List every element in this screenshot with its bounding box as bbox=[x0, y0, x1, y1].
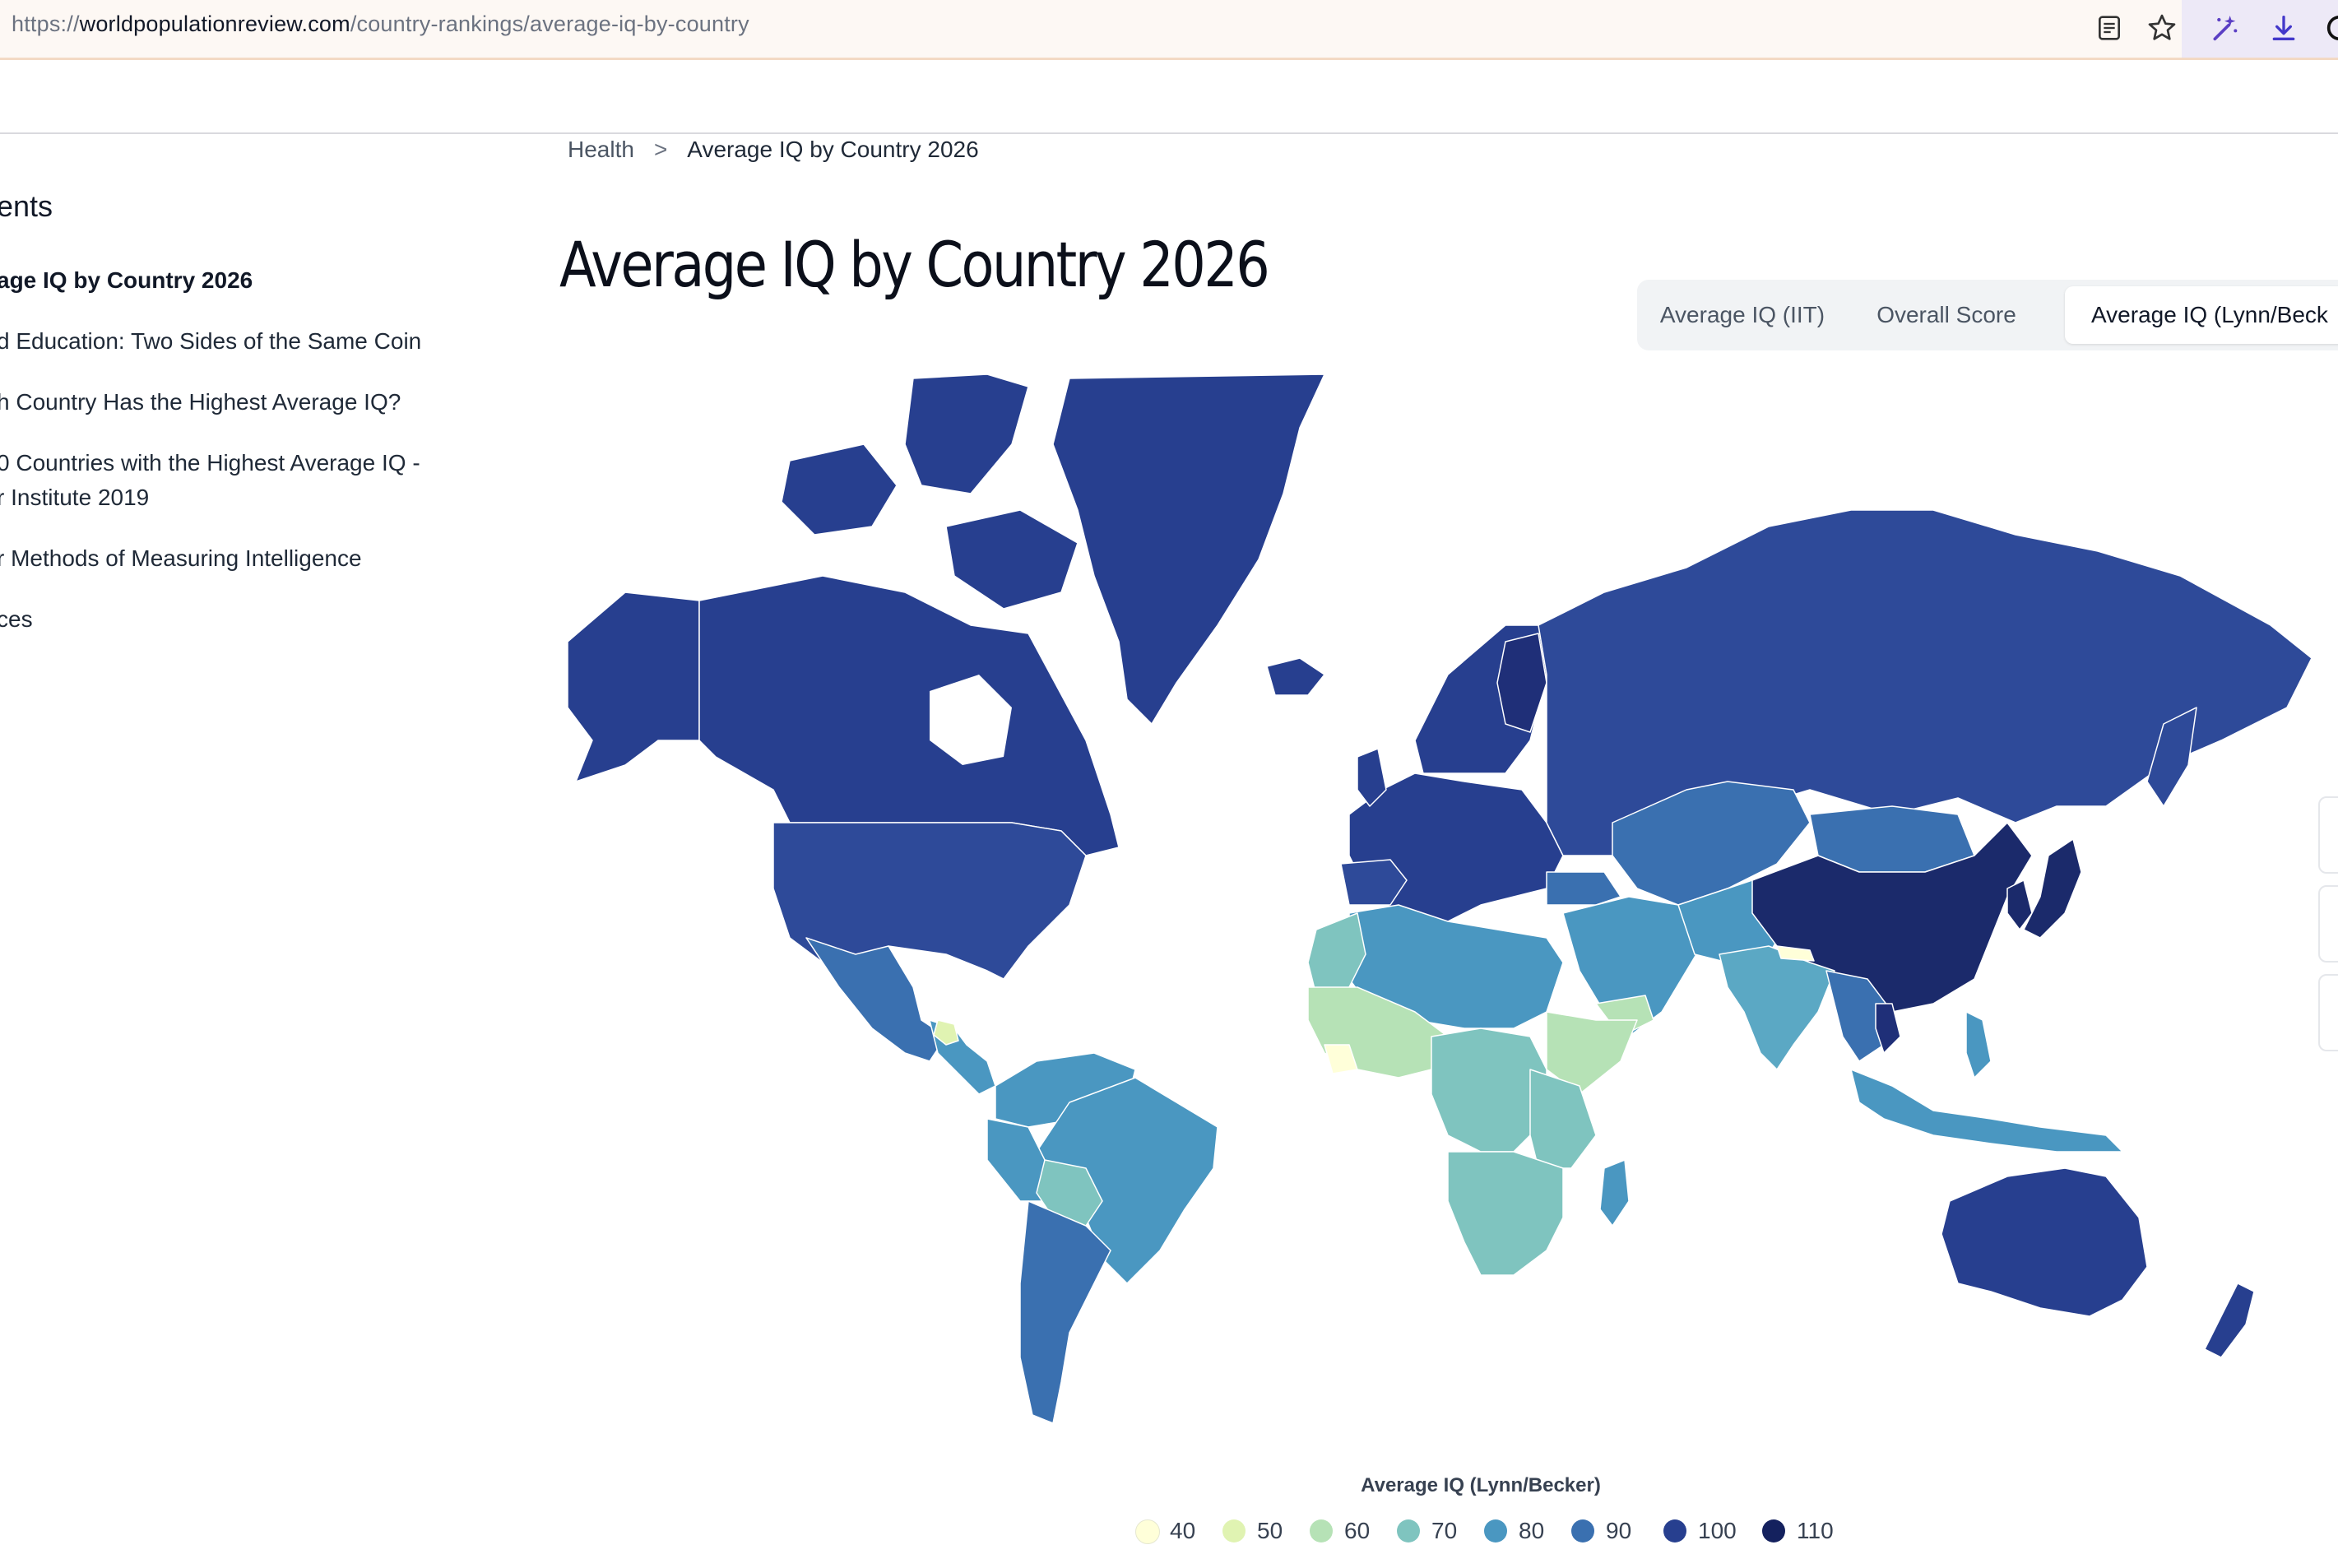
browser-url-bar: https://worldpopulationreview.com/countr… bbox=[0, 0, 2338, 60]
legend-title: Average IQ (Lynn/Becker) bbox=[1361, 1474, 1601, 1496]
region-alaska[interactable] bbox=[567, 591, 700, 782]
toc-item-top-countries-line2: r Institute 2019 bbox=[0, 485, 150, 510]
legend-label: 100 bbox=[1698, 1518, 1737, 1543]
legend-label: 60 bbox=[1344, 1518, 1371, 1543]
toc-item-top-countries[interactable]: 0 Countries with the Highest Average IQ … bbox=[0, 446, 420, 515]
extension-area bbox=[2182, 0, 2338, 58]
region-korea[interactable] bbox=[2006, 879, 2033, 930]
region-iberia[interactable] bbox=[1340, 859, 1408, 906]
download-icon[interactable] bbox=[2267, 12, 2300, 44]
map-reset-button[interactable] bbox=[2318, 974, 2338, 1051]
toc-item-average-iq[interactable]: age IQ by Country 2026 bbox=[0, 267, 253, 293]
choropleth-map[interactable] bbox=[559, 374, 2338, 1436]
legend-label: 110 bbox=[1797, 1518, 1834, 1543]
toc-item-methods[interactable]: r Methods of Measuring Intelligence bbox=[0, 545, 362, 571]
legend-label: 50 bbox=[1257, 1518, 1283, 1543]
metric-tab-bar: Average IQ (IIT) Overall Score Average I… bbox=[1637, 280, 2338, 350]
region-finland[interactable] bbox=[1496, 633, 1547, 733]
breadcrumb-separator: > bbox=[653, 137, 668, 162]
browser-toolbar-icons bbox=[2075, 0, 2338, 58]
region-peru[interactable] bbox=[986, 1118, 1046, 1202]
region-india[interactable] bbox=[1719, 945, 1835, 1070]
region-southeast-asia[interactable] bbox=[1825, 970, 1893, 1062]
legend-swatch bbox=[1222, 1519, 1246, 1542]
legend-swatch bbox=[1310, 1519, 1333, 1542]
map-zoom-in-button[interactable] bbox=[2318, 796, 2338, 874]
account-icon[interactable] bbox=[2323, 12, 2338, 44]
url-scheme: https:// bbox=[12, 12, 80, 36]
region-canadian-arctic-islands[interactable] bbox=[781, 374, 1079, 610]
region-southern-africa[interactable] bbox=[1447, 1151, 1564, 1276]
breadcrumb-current: Average IQ by Country 2026 bbox=[687, 137, 979, 162]
region-turkey[interactable] bbox=[1546, 871, 1621, 906]
legend-label: 40 bbox=[1170, 1518, 1196, 1543]
region-japan[interactable] bbox=[2023, 838, 2082, 939]
region-new-zealand[interactable] bbox=[2204, 1283, 2255, 1358]
site-header bbox=[0, 60, 2338, 134]
region-australia[interactable] bbox=[1941, 1167, 2148, 1317]
region-mexico[interactable] bbox=[805, 937, 947, 1062]
region-central-africa[interactable] bbox=[1431, 1028, 1547, 1153]
region-middle-east[interactable] bbox=[1562, 896, 1712, 1037]
map-zoom-out-button[interactable] bbox=[2318, 885, 2338, 963]
legend-swatch bbox=[1397, 1519, 1420, 1542]
region-indonesia[interactable] bbox=[1850, 1069, 2123, 1153]
address-bar[interactable]: https://worldpopulationreview.com/countr… bbox=[12, 12, 749, 37]
legend-label: 90 bbox=[1606, 1518, 1632, 1543]
region-kamchatka[interactable] bbox=[2146, 707, 2197, 807]
breadcrumb: Health > Average IQ by Country 2026 bbox=[568, 137, 979, 163]
region-sierra-leone[interactable] bbox=[1324, 1044, 1358, 1074]
legend-swatch bbox=[1663, 1519, 1686, 1542]
bookmark-star-icon[interactable] bbox=[2145, 12, 2178, 44]
tab-average-iq-lynn-becker[interactable]: Average IQ (Lynn/Beck bbox=[2065, 286, 2338, 344]
region-philippines[interactable] bbox=[1965, 1011, 1992, 1079]
url-domain: worldpopulationreview.com bbox=[79, 12, 350, 36]
hudson-bay bbox=[930, 675, 1012, 765]
tab-average-iq-iit[interactable]: Average IQ (IIT) bbox=[1659, 302, 1825, 327]
legend-label: 70 bbox=[1431, 1518, 1458, 1543]
legend-swatch bbox=[1135, 1519, 1160, 1544]
breadcrumb-health-link[interactable]: Health bbox=[568, 137, 634, 162]
region-nepal[interactable] bbox=[1776, 945, 1815, 962]
legend-swatch bbox=[1484, 1519, 1507, 1542]
region-iceland[interactable] bbox=[1266, 657, 1325, 696]
region-greenland[interactable] bbox=[1052, 374, 1325, 725]
region-argentina-chile[interactable] bbox=[1019, 1200, 1111, 1424]
url-path: /country-rankings/average-iq-by-country bbox=[350, 12, 749, 36]
toc-title: ents bbox=[0, 189, 53, 223]
tab-overall-score[interactable]: Overall Score bbox=[1876, 302, 2016, 327]
legend-label: 80 bbox=[1519, 1518, 1545, 1543]
region-central-asia[interactable] bbox=[1612, 781, 1811, 906]
page-title: Average IQ by Country 2026 bbox=[559, 227, 1270, 301]
region-madagascar[interactable] bbox=[1599, 1159, 1630, 1227]
region-guatemala[interactable] bbox=[933, 1019, 959, 1046]
legend-swatch bbox=[1762, 1519, 1785, 1542]
region-united-states[interactable] bbox=[772, 822, 1087, 988]
toc-item-highest-iq[interactable]: h Country Has the Highest Average IQ? bbox=[0, 389, 401, 415]
toc-item-education[interactable]: d Education: Two Sides of the Same Coin bbox=[0, 328, 422, 354]
region-vietnam[interactable] bbox=[1875, 1003, 1901, 1054]
region-uk[interactable] bbox=[1357, 748, 1387, 807]
toc-item-sources[interactable]: ces bbox=[0, 606, 33, 632]
legend-swatch bbox=[1571, 1519, 1594, 1542]
toc-item-top-countries-line1: 0 Countries with the Highest Average IQ … bbox=[0, 450, 420, 476]
region-russia[interactable] bbox=[1538, 509, 2312, 856]
reader-view-icon[interactable] bbox=[2093, 12, 2126, 44]
region-canada[interactable] bbox=[698, 575, 1120, 856]
region-east-africa[interactable] bbox=[1529, 1069, 1597, 1169]
extension-wand-icon[interactable] bbox=[2208, 12, 2241, 44]
